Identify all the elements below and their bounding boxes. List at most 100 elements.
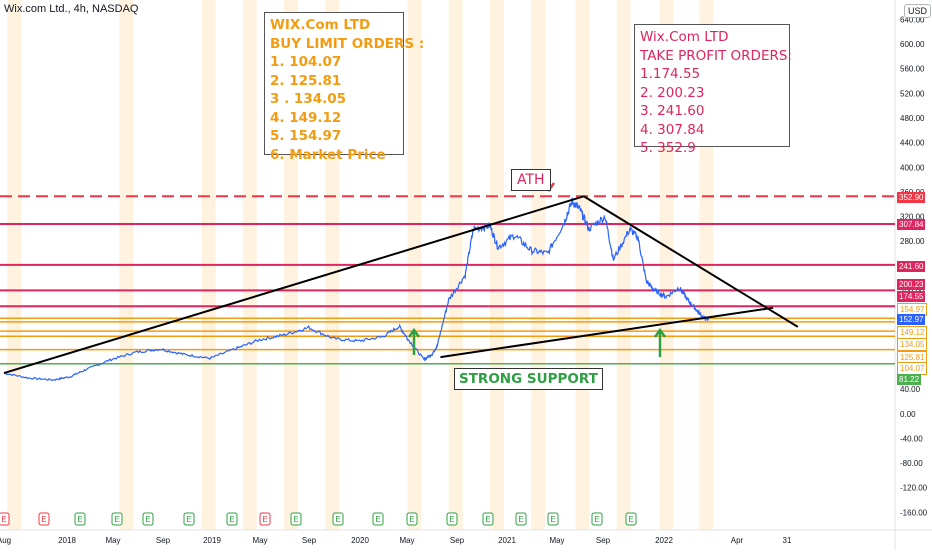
ath-label: ATH: [511, 169, 551, 191]
y-tick-label: 40.00: [900, 385, 921, 394]
tp-line: 2. 200.23: [640, 84, 705, 101]
earnings-marker-label: E: [449, 515, 454, 524]
price-tag: 152.97: [897, 314, 926, 325]
y-tick-label: 600.00: [900, 40, 925, 49]
price-tag: 174.55: [897, 291, 926, 302]
tp-line: Wix.Com LTD: [640, 29, 729, 45]
x-tick-label: May: [399, 536, 414, 545]
y-tick-label: 520.00: [900, 89, 925, 98]
tp-line: TAKE PROFIT ORDERS:: [640, 47, 792, 64]
y-tick-label: 400.00: [900, 163, 925, 172]
y-tick-label: 440.00: [900, 139, 925, 148]
price-tag: 352.90: [897, 192, 926, 203]
x-tick-label: Sep: [596, 536, 611, 545]
buy-line: 4. 149.12: [270, 109, 342, 126]
strong-support-label: STRONG SUPPORT: [454, 368, 603, 390]
x-tick-label: 2020: [351, 536, 369, 545]
earnings-marker: [515, 512, 527, 526]
x-tick-label: Apr: [731, 536, 744, 545]
tp-line: 5. 352.9: [640, 140, 696, 156]
earnings-marker-label: E: [550, 515, 555, 524]
earnings-marker-label: E: [628, 515, 633, 524]
earnings-marker: [406, 512, 418, 526]
price-line: [3, 197, 710, 381]
x-tick-label: 2021: [498, 536, 516, 545]
x-tick-label: Sep: [156, 536, 171, 545]
earnings-marker-label: E: [186, 515, 191, 524]
earnings-marker-label: E: [335, 515, 340, 524]
earnings-marker: [591, 512, 603, 526]
trendline: [583, 195, 799, 328]
x-tick-label: Sep: [302, 536, 317, 545]
y-tick-label: 560.00: [900, 65, 925, 74]
buy-line: 6. Market Price: [270, 146, 386, 163]
tp-line: 3. 241.60: [640, 103, 705, 119]
y-tick-label: -120.00: [900, 484, 928, 493]
earnings-marker: [74, 512, 86, 526]
price-tag: 200.23: [897, 279, 926, 290]
buy-line: 3 . 134.05: [270, 91, 347, 107]
earnings-marker: [372, 512, 384, 526]
y-tick-label: 280.00: [900, 237, 925, 246]
earnings-marker-label: E: [114, 515, 119, 524]
earnings-marker-label: E: [41, 515, 46, 524]
y-tick-label: 0.00: [900, 410, 916, 419]
price-tag: 134.05: [897, 338, 928, 351]
earnings-marker-label: E: [375, 515, 380, 524]
price-tag: 81.22: [897, 374, 922, 385]
y-tick-label: -80.00: [900, 459, 923, 468]
buy-line: WIX.Com LTD: [270, 17, 371, 33]
earnings-marker: [547, 512, 559, 526]
earnings-marker: [0, 512, 10, 526]
buy-limit-orders-note: WIX.Com LTD BUY LIMIT ORDERS : 1. 104.07…: [264, 12, 425, 163]
earnings-marker-label: E: [293, 515, 298, 524]
trendline: [3, 195, 585, 375]
y-tick-label: 480.00: [900, 114, 925, 123]
y-tick-label: -40.00: [900, 434, 923, 443]
earnings-marker: [183, 512, 195, 526]
trendline: [440, 306, 774, 359]
earnings-marker-label: E: [518, 515, 523, 524]
x-tick-label: May: [252, 536, 267, 545]
buy-line: 1. 104.07: [270, 54, 342, 70]
x-tick-label: Sep: [450, 536, 465, 545]
price-tag: 241.60: [897, 261, 926, 272]
price-tag: 307.84: [897, 219, 926, 230]
earnings-marker: [290, 512, 302, 526]
take-profit-orders-note: Wix.Com LTD TAKE PROFIT ORDERS: 1.174.55…: [634, 24, 792, 156]
earnings-marker-label: E: [485, 515, 490, 524]
earnings-marker-label: E: [262, 515, 267, 524]
earnings-marker: [259, 512, 271, 526]
currency-badge[interactable]: USD: [904, 4, 932, 18]
earnings-marker: [111, 512, 123, 526]
earnings-marker: [625, 512, 637, 526]
chart-title: Wix.com Ltd., 4h, NASDAQ: [4, 3, 139, 15]
buy-line: 2. 125.81: [270, 72, 342, 89]
x-tick-label: 2019: [203, 536, 221, 545]
up-arrow-head: [407, 327, 421, 338]
x-tick-label: May: [549, 536, 564, 545]
up-arrow-head: [653, 327, 667, 338]
earnings-marker-label: E: [145, 515, 150, 524]
buy-line: BUY LIMIT ORDERS :: [270, 35, 425, 52]
earnings-marker-label: E: [229, 515, 234, 524]
x-tick-label: 2022: [655, 536, 673, 545]
earnings-marker-label: E: [594, 515, 599, 524]
x-tick-label: 2018: [58, 536, 76, 545]
earnings-marker: [332, 512, 344, 526]
earnings-marker: [226, 512, 238, 526]
x-tick-label: Aug: [0, 536, 11, 545]
buy-line: 5. 154.97: [270, 128, 342, 144]
earnings-marker-label: E: [409, 515, 414, 524]
earnings-marker: [446, 512, 458, 526]
earnings-marker: [142, 512, 154, 526]
earnings-marker-label: E: [1, 515, 6, 524]
earnings-marker-label: E: [77, 515, 82, 524]
x-tick-label: 31: [783, 536, 792, 545]
earnings-marker: [38, 512, 50, 526]
y-tick-label: 640.00: [900, 15, 925, 24]
y-tick-label: 320.00: [900, 213, 925, 222]
tp-line: 4. 307.84: [640, 121, 705, 138]
